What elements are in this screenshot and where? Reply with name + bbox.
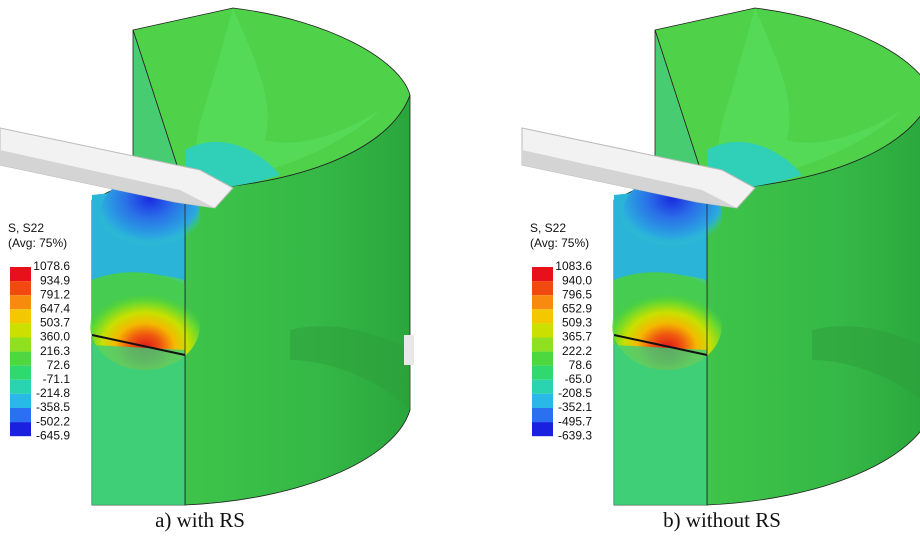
legend-value: -502.2	[36, 414, 70, 428]
page: {"panels": [ {"legend": {"title": "S, S2…	[0, 0, 920, 539]
legend-swatch	[532, 338, 553, 352]
legend-swatch	[532, 380, 553, 394]
legend-swatch	[532, 323, 553, 337]
legend-value: 365.7	[562, 330, 592, 344]
legend-value: 222.2	[562, 344, 592, 358]
legend-swatch	[532, 408, 553, 422]
legend-swatch	[10, 394, 31, 408]
legend-value: 360.0	[40, 330, 70, 344]
legend-swatch	[532, 422, 553, 436]
legend-swatch	[532, 309, 553, 323]
legend-swatch	[10, 366, 31, 380]
legend-swatch	[10, 352, 31, 366]
legend-swatch	[10, 309, 31, 323]
legend-swatch	[10, 323, 31, 337]
legend-value: -208.5	[558, 386, 592, 400]
legend-swatch	[532, 295, 553, 309]
legend-value: 503.7	[40, 316, 70, 330]
legend-subtitle: (Avg: 75%)	[530, 236, 589, 250]
legend-swatch	[10, 338, 31, 352]
legend-value: 940.0	[562, 273, 592, 287]
legend-value: 216.3	[40, 344, 70, 358]
legend-value: -65.0	[565, 372, 593, 386]
legend-value: 78.6	[569, 358, 593, 372]
legend-value: -645.9	[36, 428, 70, 442]
legend-swatch	[532, 394, 553, 408]
legend-swatch	[532, 366, 553, 380]
legend-value: 791.2	[40, 287, 70, 301]
legend-value: -358.5	[36, 400, 70, 414]
figure: S, S22(Avg: 75%)1078.6934.9791.2647.4503…	[0, 0, 920, 539]
legend-value: 509.3	[562, 316, 592, 330]
legend-subtitle: (Avg: 75%)	[8, 236, 67, 250]
legend-value: 1083.6	[555, 259, 592, 273]
legend-swatch	[10, 281, 31, 295]
legend-value: 1078.6	[33, 259, 70, 273]
legend-swatch	[10, 267, 31, 281]
legend-swatch	[532, 281, 553, 295]
legend-value: 934.9	[40, 273, 70, 287]
caption: b) without RS	[663, 508, 781, 532]
caption: a) with RS	[155, 508, 245, 532]
legend-value: 72.6	[47, 358, 71, 372]
legend-value: -639.3	[558, 428, 592, 442]
legend-swatch	[10, 380, 31, 394]
legend-swatch	[10, 422, 31, 436]
legend-value: -352.1	[558, 400, 592, 414]
legend-value: -495.7	[558, 414, 592, 428]
legend-swatch	[532, 352, 553, 366]
legend-value: 647.4	[40, 301, 70, 315]
legend-value: 652.9	[562, 301, 592, 315]
legend-title: S, S22	[8, 221, 44, 235]
legend-swatch	[10, 408, 31, 422]
legend-value: -214.8	[36, 386, 70, 400]
legend-value: 796.5	[562, 287, 592, 301]
legend-title: S, S22	[530, 221, 566, 235]
legend-swatch	[10, 295, 31, 309]
legend-value: -71.1	[43, 372, 71, 386]
legend-swatch	[532, 267, 553, 281]
